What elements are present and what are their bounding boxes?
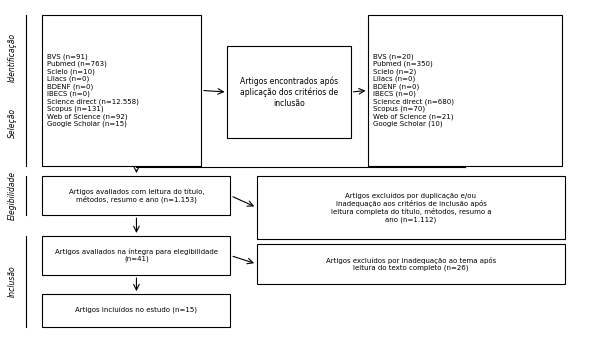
- FancyBboxPatch shape: [228, 46, 351, 138]
- FancyBboxPatch shape: [257, 244, 565, 284]
- Text: Artigos incluídos no estudo (n=15): Artigos incluídos no estudo (n=15): [76, 307, 198, 314]
- Text: Seleção: Seleção: [8, 108, 17, 138]
- Text: Artigos encontrados após
aplicação dos critérios de
inclusão: Artigos encontrados após aplicação dos c…: [240, 77, 338, 108]
- Text: BVS (n=20)
Pubmed (n=350)
Scielo (n=2)
Lilacs (n=0)
BDENF (n=0)
IBECS (n=0)
Scie: BVS (n=20) Pubmed (n=350) Scielo (n=2) L…: [373, 53, 454, 127]
- FancyBboxPatch shape: [42, 15, 201, 166]
- Text: Identificação: Identificação: [8, 33, 17, 82]
- Text: BVS (n=91)
Pubmed (n=763)
Scielo (n=10)
Lilacs (n=0)
BDENF (n=0)
IBECS (n=0)
Sci: BVS (n=91) Pubmed (n=763) Scielo (n=10) …: [47, 53, 139, 127]
- FancyBboxPatch shape: [42, 294, 231, 326]
- Text: Elegibilidade: Elegibilidade: [8, 171, 17, 220]
- FancyBboxPatch shape: [42, 176, 231, 215]
- Text: Artigos excluídos por inadequação ao tema após
leitura do texto completo (n=26): Artigos excluídos por inadequação ao tem…: [326, 257, 496, 271]
- Text: Artigos avaliados na íntegra para elegibilidade
(n=41): Artigos avaliados na íntegra para elegib…: [55, 248, 218, 263]
- FancyBboxPatch shape: [368, 15, 562, 166]
- Text: Artigos avaliados com leitura do título,
métodos, resumo e ano (n=1.153): Artigos avaliados com leitura do título,…: [68, 188, 204, 203]
- FancyBboxPatch shape: [257, 176, 565, 239]
- Text: Artigos excluídos por duplicação e/ou
inadequação aos critérios de inclusão após: Artigos excluídos por duplicação e/ou in…: [330, 193, 491, 223]
- FancyBboxPatch shape: [42, 236, 231, 275]
- Text: Inclusão: Inclusão: [8, 265, 17, 297]
